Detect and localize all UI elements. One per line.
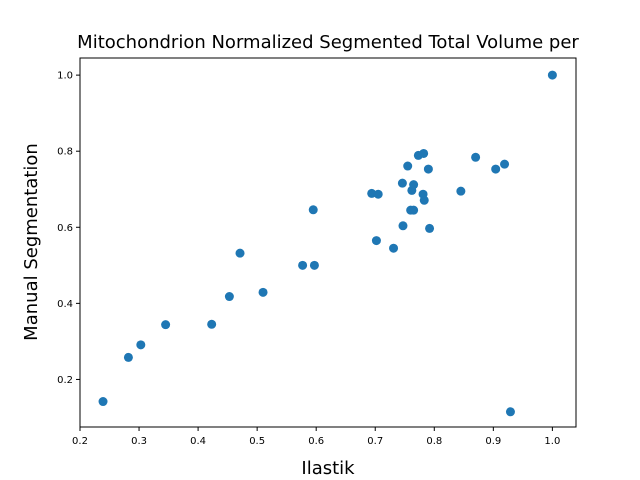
x-tick-label: 0.7 <box>367 436 383 447</box>
data-point <box>371 236 381 246</box>
data-point <box>398 221 408 231</box>
x-tick-label: 0.8 <box>426 436 442 447</box>
x-tick-label: 0.4 <box>190 436 206 447</box>
y-tick-label: 0.2 <box>57 375 73 386</box>
y-axis: 0.2 0.4 0.6 0.8 1.0 <box>57 71 80 386</box>
data-point <box>98 397 108 407</box>
data-point <box>403 161 413 171</box>
y-tick-label: 1.0 <box>57 71 73 82</box>
x-tick-label: 1.0 <box>544 436 560 447</box>
data-point <box>409 180 419 190</box>
data-point <box>397 178 407 188</box>
data-point <box>425 223 435 233</box>
data-point <box>308 205 318 215</box>
data-point <box>161 320 171 330</box>
data-point <box>409 205 419 215</box>
data-point <box>491 164 501 174</box>
chart-title: Mitochondrion Normalized Segmented Total… <box>77 32 579 53</box>
x-axis: 0.2 0.3 0.4 0.5 0.6 0.7 0.8 0.9 1.0 <box>72 427 560 447</box>
x-tick-label: 0.6 <box>308 436 324 447</box>
data-point <box>235 248 245 258</box>
y-axis-title: Manual Segmentation <box>21 143 42 341</box>
points-layer <box>98 70 557 417</box>
data-point <box>505 407 515 417</box>
y-tick-label: 0.6 <box>57 223 73 234</box>
y-tick-label: 0.8 <box>57 147 73 158</box>
plot-frame <box>79 57 577 428</box>
y-tick-label: 0.4 <box>57 299 73 310</box>
data-point <box>423 164 433 174</box>
data-point <box>309 260 319 270</box>
data-point <box>389 243 399 253</box>
data-point <box>136 340 146 350</box>
data-point <box>258 287 268 297</box>
x-tick-label: 0.2 <box>72 436 88 447</box>
x-tick-label: 0.3 <box>131 436 147 447</box>
x-tick-label: 0.5 <box>249 436 265 447</box>
data-point <box>207 319 217 329</box>
data-point <box>419 195 429 205</box>
data-point <box>500 159 510 169</box>
data-point <box>419 148 429 158</box>
x-axis-title: Ilastik <box>301 458 355 479</box>
data-point <box>471 152 481 162</box>
data-point <box>298 260 308 270</box>
x-tick-label: 0.9 <box>485 436 501 447</box>
data-point <box>547 70 557 80</box>
data-point <box>224 292 234 302</box>
data-point <box>456 186 466 196</box>
data-point <box>373 189 383 199</box>
data-point <box>123 352 133 362</box>
